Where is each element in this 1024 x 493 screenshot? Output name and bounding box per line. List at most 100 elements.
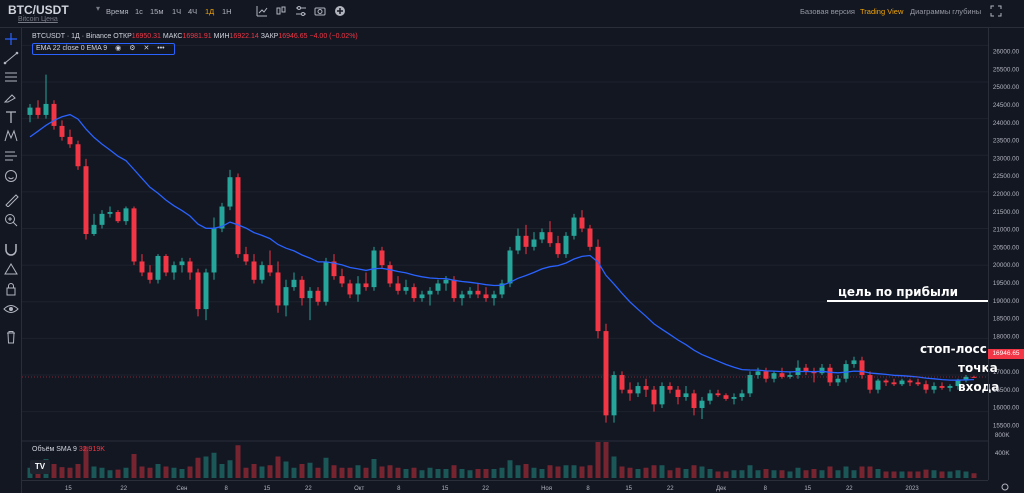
add-icon[interactable] — [334, 5, 346, 17]
pattern-icon[interactable] — [3, 129, 19, 143]
price-tick-label: 17000.00 — [993, 369, 1020, 376]
price-axis[interactable]: 26000.00 25500.00 25000.00 24500.00 24000.00… — [988, 28, 1024, 480]
volume-bar — [483, 469, 489, 478]
candle-body — [875, 380, 881, 390]
volume-bar — [243, 467, 249, 478]
timeframe-3[interactable]: 1Ч — [172, 7, 182, 16]
candle-body — [651, 389, 657, 405]
zoom-in-icon[interactable] — [3, 213, 19, 227]
volume-bar — [843, 466, 849, 478]
candle-body — [323, 261, 329, 302]
lock-drawing-icon[interactable] — [3, 262, 19, 276]
more-icon[interactable]: ••• — [157, 45, 165, 52]
symbol-title[interactable]: BTC/USDT — [8, 3, 69, 17]
volume-bar — [635, 469, 641, 478]
candle-body — [635, 386, 641, 394]
price-chart[interactable] — [22, 28, 988, 480]
candle-body — [99, 213, 105, 225]
timeframe-2[interactable]: 15м — [150, 7, 164, 16]
camera-icon[interactable] — [314, 5, 326, 17]
tradingview-link[interactable]: Trading View — [860, 7, 904, 16]
volume-value: 32.919K — [78, 446, 105, 453]
candle-body — [387, 265, 393, 284]
crosshair-icon[interactable] — [3, 32, 19, 46]
brush-icon[interactable] — [3, 90, 19, 104]
settings-gear-icon[interactable] — [1000, 482, 1010, 492]
volume-bar — [699, 466, 705, 478]
text-tool-icon[interactable] — [3, 110, 19, 124]
volume-bar — [139, 466, 145, 478]
chevron-down-icon[interactable]: ▾ — [96, 4, 101, 13]
timeframe-0[interactable]: Время — [106, 7, 129, 16]
candle-body — [43, 103, 49, 115]
price-tick-label: 25000.00 — [993, 84, 1020, 91]
time-tick-label: 22 — [667, 486, 674, 492]
eye-icon[interactable] — [3, 302, 19, 316]
fib-lines-icon[interactable] — [3, 70, 19, 84]
time-tick-label: 22 — [305, 486, 312, 492]
volume-bar — [835, 470, 841, 478]
fullscreen-icon[interactable] — [990, 5, 1002, 17]
time-tick-label: 15 — [264, 486, 271, 492]
ruler-icon[interactable] — [3, 193, 19, 207]
volume-bar — [763, 469, 769, 478]
chart-type-icon[interactable] — [256, 5, 268, 17]
volume-bar — [115, 469, 121, 478]
settings-sliders-icon[interactable] — [295, 5, 307, 17]
timeframe-6[interactable]: 1Н — [222, 7, 232, 16]
tradingview-logo[interactable]: TV — [30, 460, 50, 474]
price-tick-label: 20500.00 — [993, 244, 1020, 251]
volume-bar — [403, 469, 409, 478]
smile-icon[interactable] — [3, 169, 19, 183]
volume-bar — [155, 464, 161, 478]
volume-bar — [443, 469, 449, 478]
depth-chart-link[interactable]: Диаграммы глубины — [910, 7, 982, 16]
volume-bar — [251, 464, 257, 478]
close-icon[interactable]: ✕ — [143, 45, 150, 52]
candle-body — [107, 212, 113, 214]
candle-body — [187, 261, 193, 273]
trend-line-icon[interactable] — [3, 51, 19, 65]
time-axis[interactable]: 15 22 Сен 8 15 22 Окт 8 15 22 Ноя 8 15 22 Дек 8 15 22 2023 — [22, 480, 988, 493]
volume-bar — [339, 467, 345, 478]
timeframe-4[interactable]: 4Ч — [188, 7, 198, 16]
basic-version-link[interactable]: Базовая версия — [800, 7, 855, 16]
candles-icon[interactable] — [275, 5, 287, 17]
top-toolbar: BTC/USDT ▾ Bitcoin Цена Время 1с 15м 1Ч 4Ч 1Д… — [0, 0, 1024, 28]
price-tick-label: 18500.00 — [993, 316, 1020, 323]
prediction-icon[interactable] — [3, 149, 19, 163]
price-tick-label: 23500.00 — [993, 138, 1020, 145]
symbol-subtitle-link[interactable]: Bitcoin Цена — [18, 16, 58, 23]
volume-bar — [307, 462, 313, 478]
volume-bar — [683, 469, 689, 478]
timeframe-1[interactable]: 1с — [135, 7, 143, 16]
gear-icon[interactable]: ⚙ — [129, 45, 136, 52]
candle-body — [587, 228, 593, 247]
candle-body — [667, 386, 673, 390]
timeframe-5[interactable]: 1Д — [205, 7, 215, 16]
lock-icon[interactable] — [3, 282, 19, 296]
stop-loss-label: стоп-лосс — [920, 342, 987, 356]
eye-icon[interactable]: ◉ — [115, 45, 122, 52]
drawing-toolbar — [0, 28, 22, 493]
volume-bar — [955, 470, 961, 478]
entry-label-line2: входа — [958, 380, 1000, 394]
take-profit-label: цель по прибыли — [838, 285, 959, 299]
candle-body — [467, 290, 473, 295]
candle-body — [579, 217, 585, 229]
candle-body — [459, 294, 465, 299]
candle-body — [731, 397, 737, 399]
time-tick-label: Сен — [176, 486, 187, 492]
candle-body — [195, 272, 201, 310]
trash-icon[interactable] — [3, 330, 19, 344]
volume-bar — [163, 466, 169, 478]
magnet-icon[interactable] — [3, 242, 19, 256]
change-value: −4.00 (−0.02%) — [309, 33, 358, 40]
chart-grid — [22, 44, 988, 413]
time-tick-label: 8 — [586, 486, 590, 492]
volume-bar — [715, 471, 721, 478]
volume-bar — [827, 466, 833, 478]
indicator-row[interactable]: EMA 22 close 0 EMA 9 ◉ ⚙ ✕ ••• — [32, 43, 175, 55]
time-tick-label: 22 — [846, 486, 853, 492]
time-tick-label: 15 — [625, 486, 632, 492]
